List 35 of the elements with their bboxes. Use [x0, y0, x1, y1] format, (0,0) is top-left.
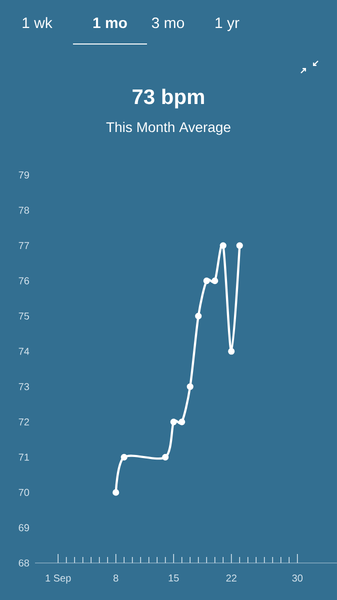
point	[120, 454, 128, 460]
y-tick-label: 70	[18, 488, 30, 496]
y-tick-label: 68	[18, 559, 30, 567]
text: 1 wk	[22, 17, 52, 28]
point	[186, 383, 194, 390]
y-tick-label: 78	[18, 206, 30, 214]
x-tick-label: 22	[226, 574, 236, 582]
point	[178, 418, 186, 426]
chart-subtitle: This Month Average	[106, 122, 230, 135]
x-tick-label: 30	[292, 574, 303, 582]
point	[212, 278, 218, 284]
y-tick-label: 79	[18, 171, 29, 179]
point	[203, 278, 210, 284]
x-tick-label: 1 Sep	[46, 574, 71, 584]
y-tick-label: 69	[18, 524, 29, 532]
point	[195, 312, 202, 320]
text: 1 mo	[93, 18, 127, 28]
y-tick-label: 74	[18, 348, 30, 355]
text: 1 yr	[216, 18, 240, 32]
y-tick-label: 73	[18, 383, 30, 390]
point	[236, 242, 243, 249]
point	[220, 242, 226, 249]
x-tick-label: 8	[114, 574, 118, 582]
x-tick-label: 15	[168, 574, 179, 582]
y-tick-label: 71	[18, 454, 29, 461]
y-tick-label: 72	[18, 418, 29, 426]
y-tick-label: 77	[18, 242, 29, 249]
point	[112, 489, 120, 496]
y-tick-label: 76	[18, 277, 30, 284]
point	[170, 418, 177, 426]
chart-title: 73 bpm	[132, 88, 204, 108]
point	[228, 348, 235, 355]
text: 3 mo	[152, 18, 184, 28]
y-tick-label: 75	[18, 312, 30, 320]
point	[162, 454, 169, 460]
